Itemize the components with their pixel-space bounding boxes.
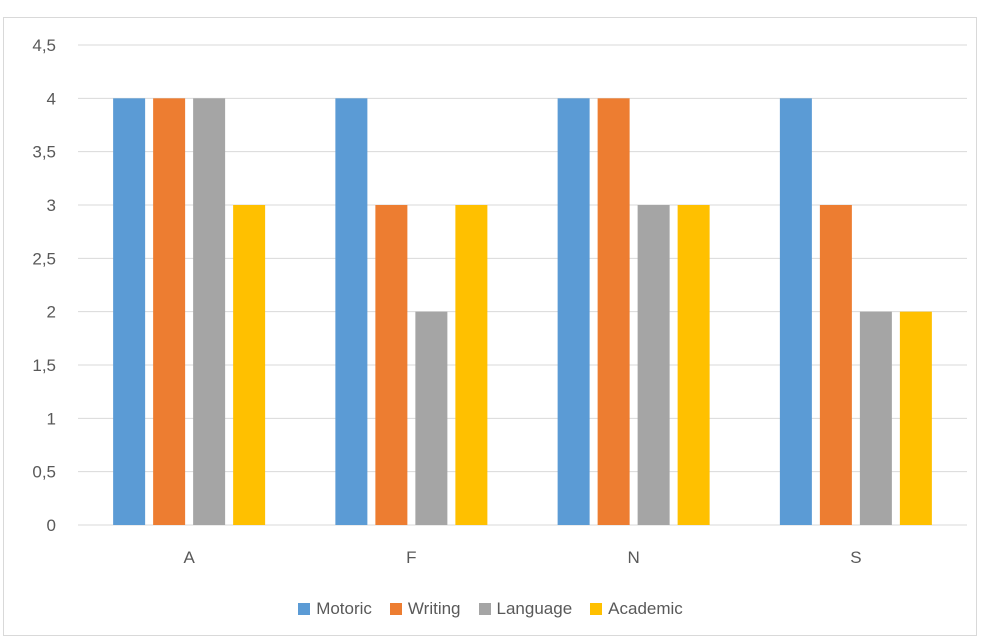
bar-motoric-f [335, 98, 368, 525]
legend-swatch-writing [389, 603, 402, 615]
y-tick-label: 2,5 [32, 249, 56, 268]
bar-language-f [415, 311, 448, 525]
legend-label-writing: Writing [407, 599, 461, 618]
bar-writing-a [153, 98, 186, 525]
y-tick-label: 0 [47, 516, 56, 535]
bar-writing-n [597, 98, 630, 525]
legend-label-motoric: Motoric [316, 599, 372, 618]
legend-swatch-language [478, 603, 491, 615]
bar-writing-s [819, 205, 852, 525]
legend: Motoric Writing Language Academic [0, 597, 981, 621]
legend-item-writing: Writing [389, 599, 461, 619]
legend-item-language: Language [478, 599, 573, 619]
bar-language-s [859, 311, 892, 525]
bar-academic-a [233, 205, 266, 525]
bar-academic-f [455, 205, 488, 525]
y-tick-label: 1 [47, 409, 56, 428]
bars [113, 98, 932, 525]
y-tick-label: 4 [47, 89, 56, 108]
bar-motoric-s [779, 98, 812, 525]
y-tick-label: 3,5 [32, 143, 56, 162]
bar-language-n [637, 205, 670, 525]
x-tick-label: S [850, 548, 861, 567]
x-tick-label: N [627, 548, 639, 567]
y-tick-label: 0,5 [32, 463, 56, 482]
legend-label-language: Language [496, 599, 573, 618]
legend-label-academic: Academic [608, 599, 683, 618]
bar-motoric-a [113, 98, 146, 525]
y-tick-label: 2 [47, 303, 56, 322]
bar-academic-s [899, 311, 932, 525]
bar-academic-n [677, 205, 710, 525]
y-tick-label: 3 [47, 196, 56, 215]
legend-swatch-academic [590, 603, 603, 615]
legend-item-academic: Academic [590, 599, 683, 619]
y-tick-label: 1,5 [32, 356, 56, 375]
legend-swatch-motoric [298, 603, 311, 615]
gridlines [78, 44, 967, 526]
x-tick-label: A [183, 548, 195, 567]
x-tick-label: F [406, 548, 416, 567]
y-tick-label: 4,5 [32, 36, 56, 55]
legend-item-motoric: Motoric [298, 599, 372, 619]
bar-language-a [193, 98, 226, 525]
y-axis-ticks: 0 0,5 1 1,5 2 2,5 3 3,5 4 4,5 [32, 36, 56, 535]
bar-writing-f [375, 205, 408, 525]
bar-motoric-n [557, 98, 590, 525]
